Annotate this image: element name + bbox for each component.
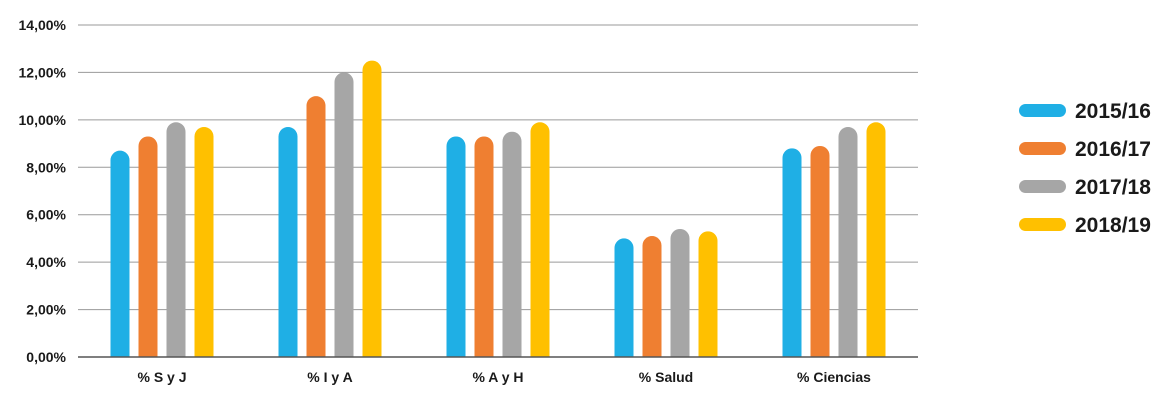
- bar-2016-17-3: [642, 236, 662, 357]
- bar-2017-18-2: [502, 131, 522, 357]
- x-tick-label: % Salud: [639, 369, 693, 385]
- bar-2017-18-1: [334, 72, 354, 357]
- grid-lines: [78, 24, 918, 311]
- legend-swatch-2018-19: [1019, 218, 1066, 231]
- bar-2015-16-4: [782, 148, 802, 357]
- bar-2017-18-4: [838, 126, 858, 357]
- legend-swatch-2017-18: [1019, 180, 1066, 193]
- bar-2015-16-1: [278, 126, 298, 357]
- bar-2018-19-0: [194, 126, 214, 357]
- bar-2018-19-3: [698, 231, 718, 357]
- bar-2015-16-2: [446, 136, 466, 357]
- y-tick-label: 4,00%: [26, 254, 66, 270]
- bar-2015-16-0: [110, 150, 130, 357]
- axes: 0,00% 2,00% 4,00% 6,00% 8,00% 10,00% 12,00% 14,…: [19, 17, 918, 385]
- y-tick-label: 6,00%: [26, 207, 66, 223]
- bar-2016-17-4: [810, 145, 830, 357]
- y-tick-label: 8,00%: [26, 159, 66, 175]
- x-tick-label: % A y H: [472, 369, 523, 385]
- y-tick-label: 10,00%: [19, 112, 67, 128]
- x-tick-label: % S y J: [137, 369, 186, 385]
- bar-2018-19-2: [530, 122, 550, 357]
- bar-2016-17-0: [138, 136, 158, 357]
- legend: 2015/16 2016/17 2017/18 2018/19: [1019, 100, 1151, 237]
- x-tick-label: % I y A: [307, 369, 352, 385]
- legend-swatch-2015-16: [1019, 104, 1066, 117]
- bar-2015-16-3: [614, 238, 634, 357]
- legend-label-2016-17: 2016/17: [1075, 138, 1151, 161]
- legend-label-2015-16: 2015/16: [1075, 100, 1151, 123]
- bar-2018-19-1: [362, 60, 382, 357]
- bar-2018-19-4: [866, 122, 886, 357]
- y-tick-label: 12,00%: [19, 64, 67, 80]
- legend-label-2018-19: 2018/19: [1075, 214, 1151, 237]
- y-tick-label: 0,00%: [26, 349, 66, 365]
- y-tick-label: 14,00%: [19, 17, 67, 33]
- bar-2016-17-2: [474, 136, 494, 357]
- bar-2016-17-1: [306, 96, 326, 358]
- bar-2017-18-3: [670, 228, 690, 357]
- bars: [110, 60, 886, 358]
- y-tick-label: 2,00%: [26, 302, 66, 318]
- x-tick-label: % Ciencias: [797, 369, 871, 385]
- legend-label-2017-18: 2017/18: [1075, 176, 1151, 199]
- legend-swatch-2016-17: [1019, 142, 1066, 155]
- bar-2017-18-0: [166, 122, 186, 357]
